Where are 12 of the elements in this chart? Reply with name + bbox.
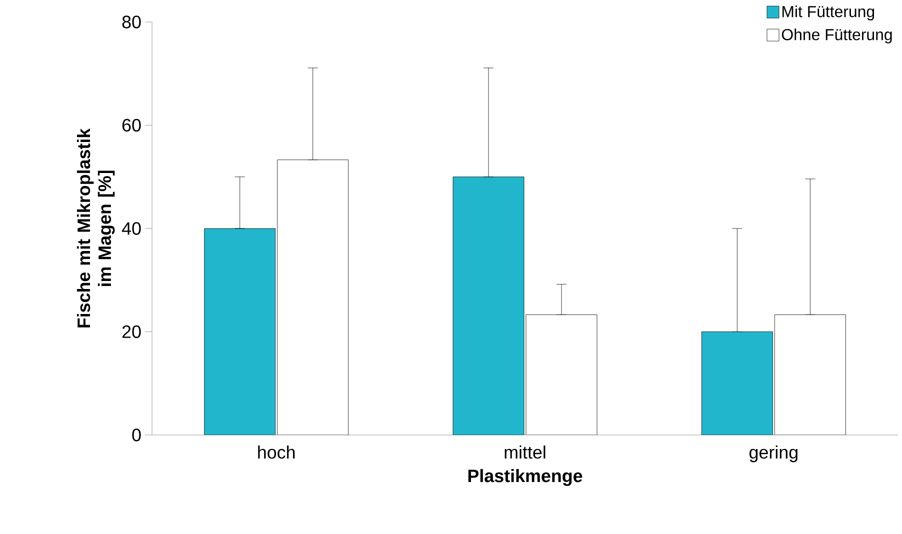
x-tick-label: gering: [750, 446, 798, 462]
legend-label: Mit Fütterung: [782, 6, 874, 20]
x-axis-title: Plastikmenge: [468, 469, 582, 486]
y-tick-label: 60: [122, 118, 141, 132]
y-tick-label: 20: [122, 325, 141, 338]
y-axis-title: Fische mit Mikroplastik im Magen [%]: [76, 128, 115, 328]
y-tick-label: 80: [122, 16, 141, 28]
y-tick-label: 40: [122, 222, 141, 235]
x-tick-label: mittel: [504, 446, 546, 459]
x-tick-label: hoch: [258, 446, 295, 459]
y-tick-label: 0: [132, 428, 141, 442]
legend-label: Ohne Fütterung: [782, 28, 892, 44]
